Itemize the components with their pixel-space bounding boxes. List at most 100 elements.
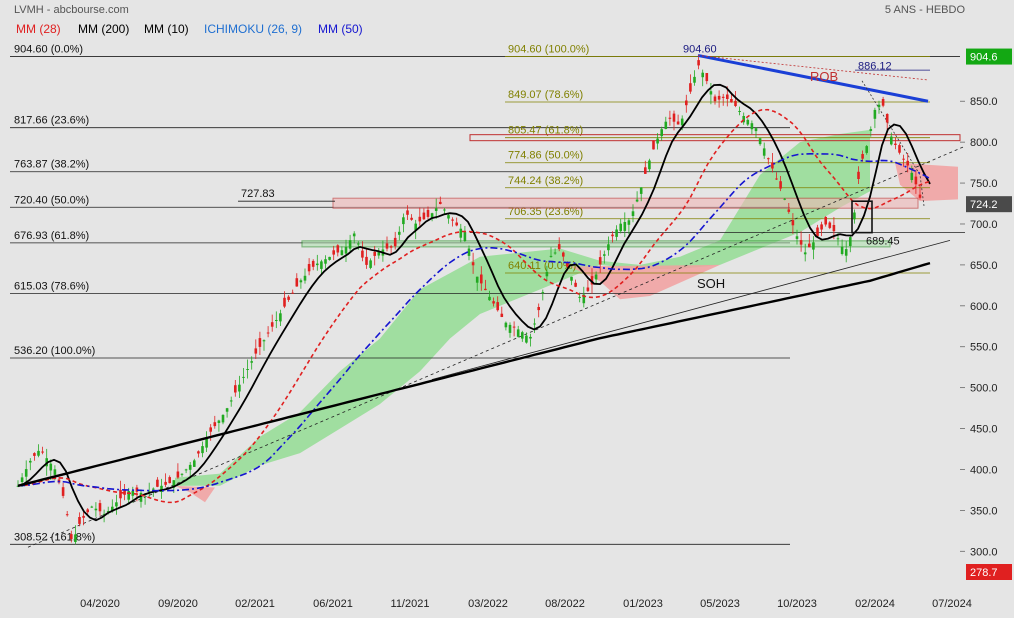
candle-up: [275, 320, 278, 321]
candle-up: [635, 199, 639, 202]
candle-up: [664, 121, 668, 129]
candle-up: [890, 136, 893, 145]
candle-up: [803, 252, 807, 255]
candle-up: [238, 384, 241, 392]
candle-down: [894, 143, 897, 145]
candle-down: [717, 95, 721, 100]
fib-label: 536.20 (100.0%): [14, 345, 95, 357]
candle-up: [656, 138, 659, 144]
candle-up: [246, 369, 249, 370]
candle-up: [369, 260, 372, 268]
price-badge-high: [966, 48, 1012, 65]
candle-up: [693, 76, 696, 83]
resistance-zone: [469, 134, 961, 142]
candle-up: [324, 259, 327, 264]
candle-down: [373, 251, 376, 256]
candle-down: [176, 471, 180, 478]
y-tick-label: 650.0: [970, 260, 998, 272]
candle-up: [94, 508, 98, 511]
annotation-rob: ROB: [810, 69, 838, 84]
candle-up: [377, 251, 381, 256]
x-tick-label: 11/2021: [391, 598, 430, 610]
candle-down: [816, 227, 819, 237]
ma-10-line: [17, 83, 931, 522]
candle-up: [783, 198, 786, 200]
fib-label: 720.40 (50.0%): [14, 194, 89, 206]
x-tick-label: 10/2023: [777, 598, 817, 610]
candle-up: [467, 248, 471, 256]
candle-up: [521, 332, 524, 339]
candle-up: [160, 485, 163, 492]
candle-up: [357, 243, 360, 245]
candle-down: [439, 201, 442, 204]
candle-down: [685, 100, 688, 106]
candle-up: [549, 255, 553, 257]
candle-up: [873, 109, 877, 119]
candle-up: [619, 223, 622, 232]
candle-down: [672, 113, 676, 122]
candle-up: [545, 271, 549, 277]
candle-up: [139, 492, 143, 502]
candle-down: [697, 60, 700, 66]
candle-down: [885, 114, 889, 123]
candle-down: [787, 209, 791, 212]
candle-up: [578, 296, 581, 298]
candle-up: [443, 209, 446, 211]
trend-line-rob: [697, 55, 929, 81]
candle-up: [795, 236, 799, 239]
candle-up: [910, 172, 914, 180]
price-badge-label: 278.7: [970, 567, 998, 579]
candle-down: [70, 534, 73, 539]
candle-down: [730, 99, 733, 103]
candle-up: [225, 408, 229, 412]
candle-up: [127, 491, 130, 500]
annotation-727: 727.83: [241, 188, 275, 200]
y-tick-label: 550.0: [970, 342, 998, 354]
candle-down: [270, 322, 274, 327]
candle-down: [881, 99, 885, 106]
y-tick-label: 300.0: [970, 546, 998, 558]
candle-down: [78, 517, 81, 524]
candle-up: [152, 488, 155, 490]
candle-down: [537, 307, 540, 311]
y-tick-label: 750.0: [970, 178, 998, 190]
candle-up: [188, 464, 192, 470]
candle-down: [410, 217, 413, 220]
candle-up: [488, 296, 491, 301]
candle-up: [623, 222, 627, 231]
price-badge-current: [966, 196, 1012, 213]
candle-up: [29, 460, 32, 463]
candle-up: [582, 294, 586, 304]
candle-up: [106, 511, 110, 513]
candle-up: [533, 323, 536, 325]
x-tick-label: 06/2021: [313, 598, 353, 610]
candle-down: [156, 479, 159, 487]
candle-down: [98, 503, 102, 512]
candle-up: [504, 322, 508, 328]
candle-up: [172, 480, 176, 488]
x-tick-label: 05/2023: [700, 598, 740, 610]
candle-up: [836, 238, 840, 240]
candle-down: [254, 348, 258, 354]
candle-up: [180, 473, 184, 475]
chart-period: 5 ANS - HEBDO: [885, 4, 966, 16]
candle-down: [61, 487, 65, 496]
fib-short-label: 849.07 (78.6%): [508, 89, 583, 101]
candle-down: [492, 301, 495, 304]
candle-down: [668, 117, 672, 119]
candle-down: [828, 222, 832, 228]
candle-up: [603, 254, 606, 256]
candle-down: [644, 167, 647, 174]
candle-up: [344, 246, 348, 254]
candle-down: [512, 326, 516, 328]
candle-down: [861, 154, 864, 159]
candle-down: [918, 194, 922, 198]
candle-down: [65, 514, 69, 516]
candle-up: [434, 208, 438, 211]
candle-up: [279, 313, 282, 322]
candle-up: [648, 160, 651, 170]
candle-up: [16, 485, 20, 487]
candle-up: [320, 261, 323, 269]
candle-up: [53, 469, 57, 475]
